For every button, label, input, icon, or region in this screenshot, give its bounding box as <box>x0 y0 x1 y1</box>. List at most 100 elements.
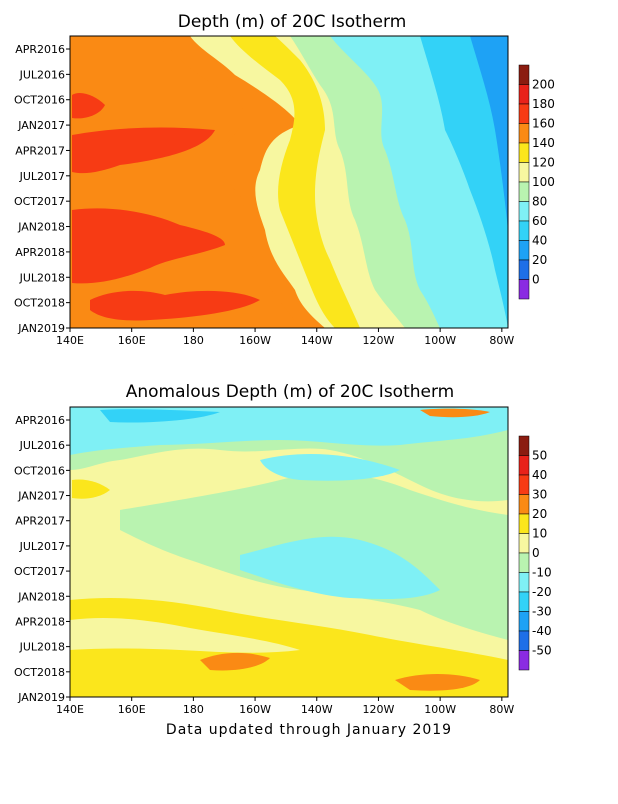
depth-blob-3 <box>72 208 225 284</box>
x-tick-label: 100W <box>424 703 456 716</box>
x-tick-label: 140W <box>301 703 333 716</box>
depth-y-axis: APR2016 JUL2016 OCT2016 JAN2017 APR2017 JUL20… <box>14 43 70 335</box>
colorbar-swatch <box>518 435 530 456</box>
y-tick-label: OCT2018 <box>14 666 65 679</box>
depth-plot-frame <box>69 35 509 329</box>
y-tick-label: APR2018 <box>15 246 65 259</box>
anomaly-colorbar: 50 40 30 20 10 0 -10 -20 -30 -40 -50 <box>518 435 552 671</box>
colorbar-swatch <box>518 455 530 476</box>
anomaly-blob-orange-1 <box>200 652 270 671</box>
colorbar-label: 140 <box>532 136 555 150</box>
colorbar-swatch <box>518 259 530 280</box>
y-tick-label: OCT2017 <box>14 565 65 578</box>
colorbar-swatch <box>518 494 530 515</box>
depth-blob-1 <box>72 93 105 119</box>
colorbar-swatch <box>518 474 530 495</box>
anomaly-region-neg20-10-mid <box>240 536 440 600</box>
colorbar-label: 180 <box>532 97 555 111</box>
colorbar-swatch <box>518 220 530 241</box>
colorbar-swatch <box>518 181 530 202</box>
x-tick-label: 160W <box>239 334 271 347</box>
depth-blob-2 <box>72 127 215 174</box>
x-tick-label: 80W <box>489 334 514 347</box>
y-tick-label: OCT2018 <box>14 297 65 310</box>
colorbar-swatch <box>518 513 530 534</box>
colorbar-swatch <box>518 142 530 163</box>
x-tick-label: 100W <box>424 334 456 347</box>
anomaly-x-axis: 140E 160E 180 160W 140W 120W 100W 80W <box>56 697 514 716</box>
y-tick-label: JAN2018 <box>17 590 65 603</box>
colorbar-swatch <box>518 572 530 593</box>
x-tick-label: 160E <box>118 334 146 347</box>
colorbar-swatch <box>518 650 530 671</box>
y-tick-label: APR2017 <box>15 144 65 157</box>
y-tick-label: APR2016 <box>15 43 65 56</box>
colorbar-label: 120 <box>532 156 555 170</box>
x-tick-label: 120W <box>363 703 395 716</box>
colorbar-label: 80 <box>532 195 547 209</box>
anomaly-blob-orange-3 <box>420 408 490 418</box>
anomaly-blob-orange-2 <box>395 674 480 691</box>
panel-depth: Depth (m) of 20C Isotherm 140E 160E 180 160… <box>14 12 555 347</box>
y-tick-label: APR2017 <box>15 515 65 528</box>
x-tick-label: 180 <box>183 334 204 347</box>
y-tick-label: JAN2019 <box>17 691 65 704</box>
colorbar-label: 50 <box>532 449 547 463</box>
colorbar-swatch <box>518 162 530 183</box>
colorbar-label: 20 <box>532 507 547 521</box>
colorbar-swatch <box>518 591 530 612</box>
panel-anomaly: Anomalous Depth (m) of 20C Isotherm 140E… <box>14 382 552 716</box>
x-tick-label: 140W <box>301 334 333 347</box>
chart-title-depth: Depth (m) of 20C Isotherm <box>178 12 407 32</box>
colorbar-label: 40 <box>532 234 547 248</box>
colorbar-label: 0 <box>532 273 540 287</box>
colorbar-swatch <box>518 533 530 554</box>
y-tick-label: JUL2017 <box>19 540 65 553</box>
colorbar-label: 30 <box>532 488 547 502</box>
y-tick-label: JAN2019 <box>17 322 65 335</box>
colorbar-label: -20 <box>532 585 552 599</box>
x-tick-label: 120W <box>363 334 395 347</box>
y-tick-label: JUL2018 <box>19 271 65 284</box>
anomaly-region-neg20-10-upper <box>260 454 400 481</box>
colorbar-swatch <box>518 84 530 105</box>
colorbar-swatch <box>518 630 530 651</box>
y-tick-label: OCT2016 <box>14 94 65 107</box>
colorbar-swatch <box>518 552 530 573</box>
y-tick-label: JAN2017 <box>17 119 65 132</box>
y-tick-label: OCT2016 <box>14 464 65 477</box>
colorbar-label: -10 <box>532 566 552 580</box>
colorbar-swatch <box>518 64 530 85</box>
colorbar-swatch <box>518 240 530 261</box>
anomaly-region-0-10-bottom <box>70 617 300 653</box>
x-tick-label: 160W <box>239 703 271 716</box>
depth-region-20-40 <box>470 36 508 230</box>
anomaly-blob-yellow-1 <box>72 479 110 499</box>
footer-note: Data updated through January 2019 <box>165 722 453 738</box>
anomaly-plot-frame <box>69 406 509 698</box>
colorbar-swatch <box>518 279 530 300</box>
colorbar-label: 20 <box>532 253 547 267</box>
colorbar-label: 0 <box>532 546 540 560</box>
colorbar-label: 10 <box>532 527 547 541</box>
x-tick-label: 80W <box>489 703 514 716</box>
depth-x-axis: 140E 160E 180 160W 140W 120W 100W 80W <box>56 328 514 347</box>
colorbar-label: -30 <box>532 605 552 619</box>
anomaly-y-axis: APR2016 JUL2016 OCT2016 JAN2017 APR2017 JUL20… <box>14 414 70 704</box>
y-tick-label: JUL2016 <box>19 68 65 81</box>
chart-title-anomaly: Anomalous Depth (m) of 20C Isotherm <box>126 382 454 402</box>
x-tick-label: 140E <box>56 703 84 716</box>
colorbar-label: 60 <box>532 214 547 228</box>
y-tick-label: JUL2018 <box>19 641 65 654</box>
colorbar-label: -50 <box>532 644 552 658</box>
x-tick-label: 140E <box>56 334 84 347</box>
depth-region-120-140 <box>230 36 360 328</box>
depth-blob-4 <box>90 290 260 321</box>
y-tick-label: JUL2017 <box>19 170 65 183</box>
y-tick-label: OCT2017 <box>14 195 65 208</box>
colorbar-swatch <box>518 103 530 124</box>
y-tick-label: JUL2016 <box>19 439 65 452</box>
y-tick-label: JAN2017 <box>17 490 65 503</box>
